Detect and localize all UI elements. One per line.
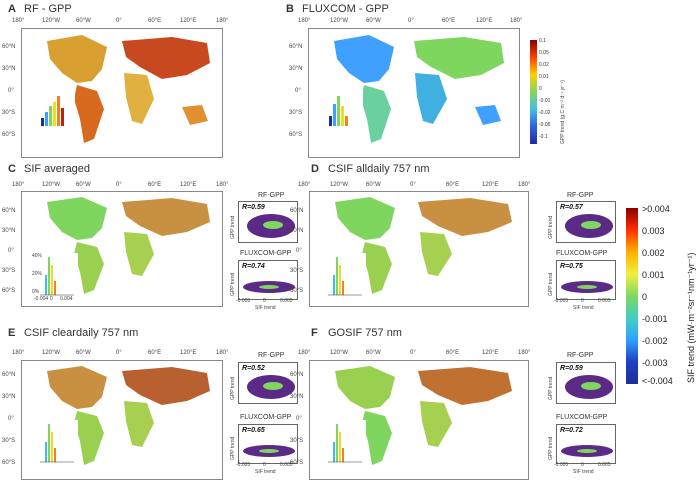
panel-e-rf-scatter: R=0.52 <box>238 362 298 404</box>
gpp-colorbar-label: GPP trend (g C m⁻² d⁻¹ yr⁻¹) <box>560 80 566 144</box>
panel-d-title: CSIF alldaily 757 nm <box>328 163 430 175</box>
panel-f-rf-ylabel: GPP trend <box>548 376 554 400</box>
panel-f-hist <box>318 420 366 470</box>
panel-a-lon-ticks: 180° 120°W 60°W 0° 60°E 120°E 180° <box>12 18 229 24</box>
panel-d-lon-ticks: 180° 120°W 60°W 0° 60°E 120°E 180° <box>298 182 531 188</box>
panel-d-scatter-xticks: -0.005 0 0.005 <box>554 298 611 304</box>
panel-a-hist <box>37 88 75 128</box>
panel-d-xlabel: SIF trend <box>573 305 594 311</box>
panel-c-hist: 40% 20% 0% -0.004 0 0.004 <box>30 253 78 303</box>
panel-c-lat-ticks: 60°N 30°N 0° 30°S 60°S <box>2 208 16 294</box>
panel-f-fx-ylabel: GPP trend <box>548 436 554 460</box>
panel-e-letter: E <box>8 327 16 339</box>
panel-a-title: RF - GPP <box>24 3 72 15</box>
panel-c-rf-scatter: R=0.59 <box>238 201 298 243</box>
panel-d-fx-scatter: R=0.75 <box>556 260 616 300</box>
panel-f-rf-scatter: R=0.59 <box>556 362 616 404</box>
panel-e-fx-ylabel: GPP trend <box>230 436 236 460</box>
panel-b-title: FLUXCOM - GPP <box>302 3 389 15</box>
panel-f-lat-ticks: 60°N 30°N 0° 30°S 60°S <box>290 372 304 466</box>
panel-c-fx-scatter: R=0.74 <box>238 260 298 300</box>
panel-e-fx-title: FLUXCOM-GPP <box>240 414 292 421</box>
panel-d-hist <box>318 253 366 303</box>
panel-e-fx-scatter: R=0.65 <box>238 424 298 464</box>
panel-f-fx-title: FLUXCOM-GPP <box>556 414 608 421</box>
panel-d-fx-ylabel: GPP trend <box>548 272 554 296</box>
panel-d-lat-ticks: 60°N 30°N 0° 30°S 60°S <box>290 208 304 294</box>
panel-d-rf-title: RF-GPP <box>567 192 594 199</box>
panel-f-xlabel: SIF trend <box>573 469 594 475</box>
panel-c-rf-ylabel: GPP trend <box>230 215 236 239</box>
panel-b-map-svg <box>334 35 504 143</box>
panel-a-letter: A <box>8 3 16 15</box>
panel-c-xlabel: SIF trend <box>255 305 276 311</box>
panel-e-lat-ticks: 60°N 30°N 0° 30°S 60°S <box>2 372 16 466</box>
panel-b-lat-ticks: 60°N 30°N 0° 30°S 60°S <box>289 44 303 138</box>
panel-c-scatter-xticks: -0.005 0 0.005 <box>236 298 293 304</box>
panel-d-rf-scatter: R=0.57 <box>556 201 616 243</box>
panel-d-fx-title: FLUXCOM-GPP <box>556 250 608 257</box>
panel-b-hist <box>325 88 363 128</box>
panel-b-lon-ticks: 180° 120°W 60°W 0° 60°E 120°E 180° <box>298 18 523 24</box>
panel-f-rf-title: RF-GPP <box>567 352 594 359</box>
panel-e-title: CSIF cleardaily 757 nm <box>24 327 139 339</box>
panel-c-title: SIF averaged <box>24 163 91 175</box>
panel-f-letter: F <box>311 327 318 339</box>
panel-f-fx-scatter: R=0.72 <box>556 424 616 464</box>
panel-c-letter: C <box>8 163 16 175</box>
panel-f-scatter-xticks: -0.005 0 0.005 <box>554 462 611 468</box>
panel-c-lon-ticks: 180° 120°W 60°W 0° 60°E 120°E 180° <box>12 182 229 188</box>
gpp-colorbar <box>530 40 537 144</box>
panel-e-rf-title: RF-GPP <box>258 352 285 359</box>
panel-c-fx-title: FLUXCOM-GPP <box>240 250 292 257</box>
panel-e-xlabel: SIF trend <box>255 469 276 475</box>
panel-e-rf-ylabel: GPP trend <box>230 376 236 400</box>
panel-e-hist <box>30 420 78 470</box>
panel-e-lon-ticks: 180° 120°W 60°W 0° 60°E 120°E 180° <box>12 350 229 356</box>
panel-f-title: GOSIF 757 nm <box>328 327 402 339</box>
panel-a-lat-ticks: 60°N 30°N 0° 30°S 60°S <box>2 44 16 138</box>
sif-colorbar-label: SIF trend (mW·m⁻²sr⁻¹nm⁻¹yr⁻¹) <box>686 252 696 383</box>
panel-d-rf-ylabel: GPP trend <box>548 215 554 239</box>
panel-a-map-svg <box>47 35 210 143</box>
panel-e-scatter-xticks: -0.005 0 0.005 <box>236 462 293 468</box>
gpp-colorbar-ticks: 0.1 0.05 0.02 0.01 0 -0.01 -0.02 -0.05 -… <box>539 38 551 140</box>
panel-c-rf-title: RF-GPP <box>258 192 285 199</box>
panel-f-lon-ticks: 180° 120°W 60°W 0° 60°E 120°E 180° <box>298 350 531 356</box>
panel-b-letter: B <box>286 3 294 15</box>
sif-colorbar-ticks: >0.004 0.003 0.002 0.001 0 -0.001 -0.002… <box>642 204 673 386</box>
sif-colorbar <box>626 208 638 384</box>
panel-c-fx-ylabel: GPP trend <box>230 272 236 296</box>
panel-a-map <box>21 28 223 158</box>
panel-d-letter: D <box>311 163 319 175</box>
